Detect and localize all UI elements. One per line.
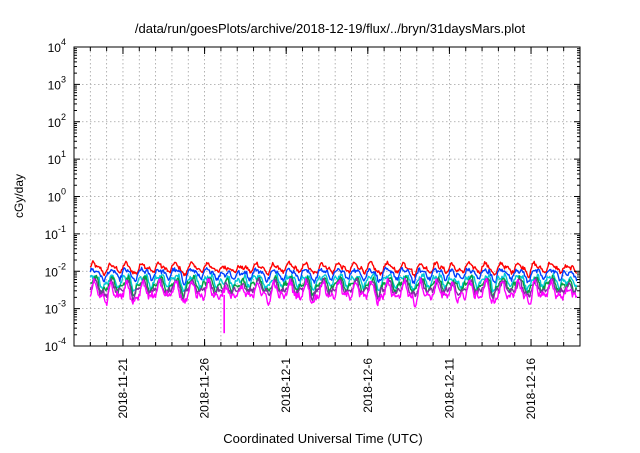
y-tick-label: 10-4 xyxy=(45,336,66,354)
y-tick-label: 103 xyxy=(48,74,66,92)
x-tick-label: 2018-12-11 xyxy=(442,358,456,419)
y-tick-label: 10-1 xyxy=(45,224,66,242)
x-tick-label: 2018-11-26 xyxy=(198,358,212,419)
chart-title: /data/run/goesPlots/archive/2018-12-19/f… xyxy=(135,21,526,36)
series-layer xyxy=(89,260,578,334)
series-green-line xyxy=(90,274,578,300)
x-tick-label: 2018-11-21 xyxy=(116,358,130,419)
y-tick-label: 101 xyxy=(48,149,66,167)
y-tick-label: 10-3 xyxy=(45,299,66,317)
tick-layer xyxy=(74,46,580,347)
y-tick-label: 100 xyxy=(48,187,66,205)
grid-layer xyxy=(74,47,580,346)
series-purple-line xyxy=(89,277,578,302)
series-blue-line xyxy=(89,266,578,286)
x-tick-label: 2018-12-1 xyxy=(279,358,293,413)
y-tick-label: 10-2 xyxy=(45,261,66,279)
series-magenta-line xyxy=(89,277,578,308)
x-axis-label: Coordinated Universal Time (UTC) xyxy=(223,431,422,446)
y-tick-label: 104 xyxy=(48,37,66,55)
y-tick-label: 102 xyxy=(48,112,66,130)
x-tick-label: 2018-12-16 xyxy=(524,358,538,420)
x-tick-label: 2018-12-6 xyxy=(361,358,375,413)
label-layer: 10-4 10-3 10-2 10-1 100 101 102 103 104 2018-11-2… xyxy=(45,37,538,419)
series-red-line xyxy=(89,260,578,279)
y-axis-label: cGy/day xyxy=(12,174,26,218)
